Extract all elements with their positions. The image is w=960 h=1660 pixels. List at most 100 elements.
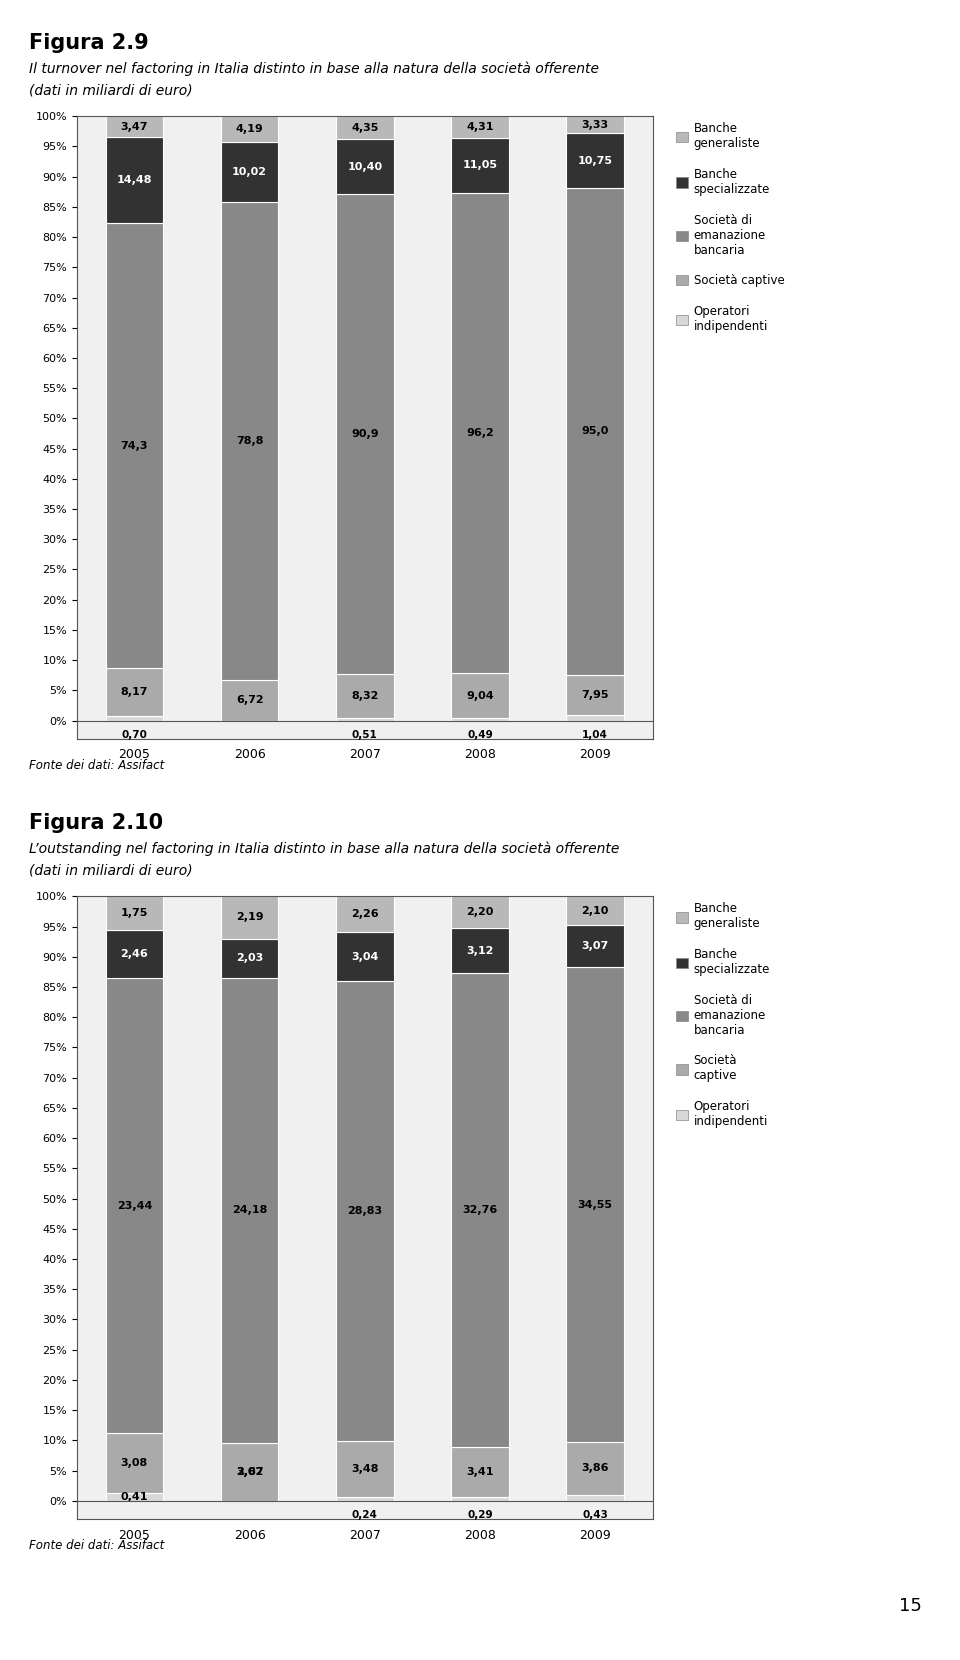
Text: 74,3: 74,3 <box>121 440 148 450</box>
Text: 4,19: 4,19 <box>236 124 263 134</box>
Bar <box>566 116 624 133</box>
Bar <box>566 896 624 925</box>
Text: 2,20: 2,20 <box>467 908 493 918</box>
Bar <box>106 136 163 224</box>
Bar <box>106 978 163 1433</box>
Text: 23,44: 23,44 <box>117 1200 152 1210</box>
Bar <box>451 1448 509 1497</box>
Text: 4,35: 4,35 <box>351 123 378 133</box>
Bar <box>566 925 624 968</box>
Text: 0,51: 0,51 <box>352 730 377 740</box>
Text: 15: 15 <box>899 1597 922 1615</box>
Text: 2,67: 2,67 <box>236 1467 263 1477</box>
Text: 3,41: 3,41 <box>467 1467 493 1477</box>
Text: Il turnover nel factoring in Italia distinto in base alla natura della società o: Il turnover nel factoring in Italia dist… <box>29 61 599 76</box>
Bar <box>451 719 509 720</box>
Legend: Banche
generaliste, Banche
specializzate, Società di
emanazione
bancaria, Societ: Banche generaliste, Banche specializzate… <box>676 903 770 1129</box>
Bar <box>221 1443 278 1501</box>
Bar <box>221 681 278 720</box>
Bar <box>221 203 278 681</box>
Bar <box>451 672 509 719</box>
Text: 2,26: 2,26 <box>351 910 378 920</box>
Bar <box>336 139 394 194</box>
Bar <box>336 1441 394 1497</box>
Text: 3,07: 3,07 <box>582 941 609 951</box>
Bar <box>106 1492 163 1501</box>
Text: 7,95: 7,95 <box>582 691 609 701</box>
Text: 0,70: 0,70 <box>122 730 147 740</box>
Text: 8,32: 8,32 <box>351 691 378 701</box>
Text: 90,9: 90,9 <box>351 428 378 438</box>
Bar <box>106 930 163 978</box>
Bar <box>106 896 163 930</box>
Text: 0,41: 0,41 <box>121 1492 148 1502</box>
Bar <box>451 116 509 138</box>
Text: Fonte dei dati: Assifact: Fonte dei dati: Assifact <box>29 759 164 772</box>
Bar <box>566 715 624 720</box>
Text: 2,19: 2,19 <box>236 913 263 923</box>
Bar <box>336 194 394 674</box>
Bar <box>106 1433 163 1492</box>
Text: 34,55: 34,55 <box>578 1200 612 1210</box>
Bar <box>106 717 163 720</box>
Bar <box>336 1497 394 1501</box>
Bar <box>221 896 278 938</box>
Bar <box>566 968 624 1443</box>
Text: 14,48: 14,48 <box>117 176 152 186</box>
Bar <box>221 116 278 141</box>
Bar <box>566 674 624 715</box>
Bar <box>566 1443 624 1496</box>
Bar <box>566 188 624 674</box>
Bar <box>221 938 278 978</box>
Text: 3,08: 3,08 <box>121 1457 148 1467</box>
Bar <box>451 193 509 672</box>
Bar <box>451 928 509 973</box>
Text: 2,10: 2,10 <box>582 906 609 916</box>
Bar <box>336 674 394 717</box>
Text: (dati in miliardi di euro): (dati in miliardi di euro) <box>29 863 192 876</box>
Text: 3,33: 3,33 <box>582 120 609 129</box>
Text: 3,02: 3,02 <box>236 1467 263 1477</box>
Bar <box>451 1497 509 1501</box>
Bar <box>451 973 509 1448</box>
Text: 2,03: 2,03 <box>236 953 263 963</box>
Text: 9,04: 9,04 <box>467 691 493 701</box>
Text: 96,2: 96,2 <box>467 428 493 438</box>
Text: 6,72: 6,72 <box>236 696 263 706</box>
Bar <box>106 667 163 717</box>
Bar <box>566 1496 624 1501</box>
Text: 10,75: 10,75 <box>578 156 612 166</box>
Bar <box>106 116 163 136</box>
Bar <box>221 141 278 203</box>
Text: 8,17: 8,17 <box>121 687 148 697</box>
Text: 0,24: 0,24 <box>352 1511 377 1521</box>
Text: 32,76: 32,76 <box>463 1205 497 1215</box>
Text: Figura 2.10: Figura 2.10 <box>29 813 163 833</box>
Bar <box>451 138 509 193</box>
Text: 0,43: 0,43 <box>583 1511 608 1521</box>
Text: 28,83: 28,83 <box>348 1207 382 1217</box>
Text: 0,49: 0,49 <box>468 730 492 740</box>
Bar <box>336 896 394 933</box>
Text: 3,47: 3,47 <box>121 121 148 131</box>
Bar <box>336 717 394 720</box>
Text: 1,75: 1,75 <box>121 908 148 918</box>
Text: 11,05: 11,05 <box>463 161 497 171</box>
Bar <box>451 896 509 928</box>
Text: L’outstanding nel factoring in Italia distinto in base alla natura della società: L’outstanding nel factoring in Italia di… <box>29 842 619 857</box>
Text: 4,31: 4,31 <box>467 121 493 131</box>
Text: 1,04: 1,04 <box>583 730 608 740</box>
Text: 10,02: 10,02 <box>232 168 267 178</box>
Text: 24,18: 24,18 <box>232 1205 267 1215</box>
Bar <box>106 224 163 667</box>
Bar <box>336 933 394 981</box>
Legend: Banche
generaliste, Banche
specializzate, Società di
emanazione
bancaria, Societ: Banche generaliste, Banche specializzate… <box>676 123 784 334</box>
Text: 3,48: 3,48 <box>351 1464 378 1474</box>
Text: 10,40: 10,40 <box>348 161 382 171</box>
Text: 0,29: 0,29 <box>468 1511 492 1521</box>
Bar <box>566 133 624 188</box>
Bar <box>221 978 278 1443</box>
Text: 95,0: 95,0 <box>582 427 609 437</box>
Text: 78,8: 78,8 <box>236 437 263 447</box>
Bar <box>336 116 394 139</box>
